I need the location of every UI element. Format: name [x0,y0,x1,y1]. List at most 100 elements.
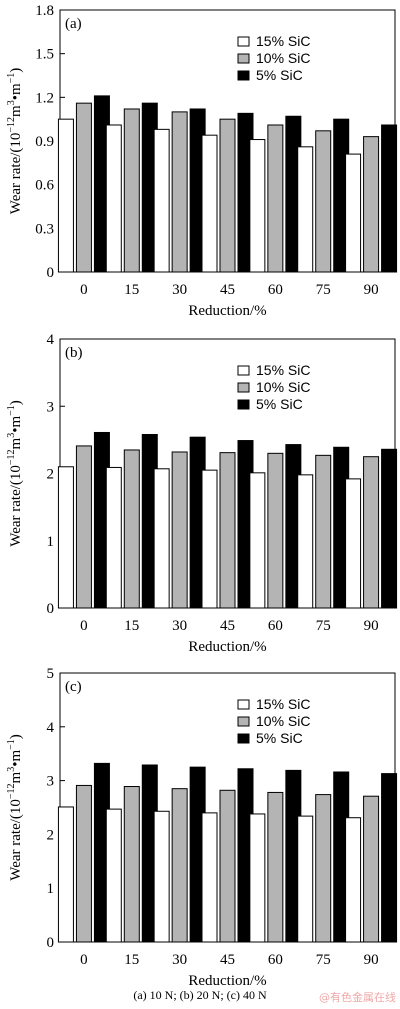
legend-swatch [237,399,250,410]
chart-panel-1: 0 0.3 0.6 0.9 1.2 1.5 1.8 0 15 30 45 60 75 90 (a) 15% S… [6,3,398,319]
y-tick-label: 0 [47,601,55,617]
bar [267,124,284,273]
legend-swatch [237,699,250,710]
x-tick-label: 15 [124,282,139,298]
legend-swatch [237,36,250,47]
bar [153,128,170,273]
x-tick-label: 0 [80,618,88,634]
x-tick-label: 30 [172,952,187,968]
bar [75,102,92,273]
x-tick-label: 0 [80,282,88,298]
x-tick-label: 60 [268,282,283,298]
x-tick-label: 75 [316,952,331,968]
x-tick-label: 15 [124,952,139,968]
bar [363,795,380,943]
y-axis-label: Wear rate/(10−12m3•m−1) [6,68,24,215]
bar [363,456,380,609]
bar [201,134,218,273]
legend-swatch [237,365,250,376]
legend-swatch [237,53,250,64]
legend-label: 15% SiC [256,362,310,378]
x-tick-label: 45 [220,952,235,968]
bar [315,130,332,273]
y-tick-label: 3 [47,774,55,790]
bar [201,812,218,943]
bar [267,452,284,609]
panel-label: (c) [65,679,82,695]
x-tick-label: 90 [364,618,379,634]
x-tick-label: 45 [220,282,235,298]
x-tick-label: 30 [172,618,187,634]
y-tick-label: 0 [47,935,55,951]
bar [153,810,170,943]
bar [249,472,266,609]
bar [153,468,170,609]
bar [75,445,92,609]
y-tick-label: 0.3 [35,221,54,237]
legend-label: 15% SiC [256,33,310,49]
x-tick-label: 90 [364,952,379,968]
bar [345,153,362,273]
legend-swatch [237,716,250,727]
y-tick-label: 0.6 [35,178,54,194]
x-tick-label: 75 [316,282,331,298]
bar [315,454,332,609]
legend-swatch [237,70,250,81]
x-tick-label: 75 [316,618,331,634]
bar [219,118,236,273]
x-tick-label: 45 [220,618,235,634]
legend-label: 5% SiC [256,730,303,746]
y-tick-label: 2 [47,827,55,843]
bar [219,789,236,943]
y-axis-label: Wear rate/(10−12m3•m−1) [6,400,24,547]
bar [57,118,74,273]
y-tick-label: 1 [47,881,55,897]
legend-label: 5% SiC [256,67,303,83]
y-tick-label: 0.9 [35,134,54,150]
y-tick-label: 1.2 [35,90,54,106]
bar [297,815,314,943]
x-tick-label: 60 [268,952,283,968]
bar [123,449,140,609]
x-tick-label: 90 [364,282,379,298]
bar [363,136,380,273]
bar [345,478,362,609]
bar [249,813,266,943]
bar [171,451,188,609]
x-axis-label: Reduction/% [188,303,266,319]
bar [57,806,74,943]
y-tick-label: 1 [47,534,55,550]
bar [75,784,92,943]
bar [171,788,188,943]
y-tick-label: 0 [47,265,55,281]
x-tick-label: 15 [124,618,139,634]
y-tick-label: 2 [47,467,55,483]
y-tick-label: 3 [47,399,55,415]
bar [297,474,314,609]
legend-swatch [237,382,250,393]
bar [381,448,398,609]
figure-caption: (a) 10 N; (b) 20 N; (c) 40 N [133,988,267,1002]
panel-label: (a) [65,16,82,32]
bar [297,146,314,273]
bar [105,124,122,273]
bar [219,452,236,609]
bar [381,773,398,943]
y-axis-label: Wear rate/(10−12m3•m−1) [6,734,24,881]
legend-label: 10% SiC [256,713,310,729]
bar [57,466,74,609]
bar [201,469,218,609]
y-tick-label: 1.8 [35,3,54,19]
bar [381,124,398,273]
bar [123,786,140,943]
legend-label: 5% SiC [256,396,303,412]
y-tick-label: 4 [47,332,55,348]
bar [171,111,188,273]
x-axis-label: Reduction/% [188,973,266,989]
bar [267,791,284,943]
bar [315,794,332,943]
legend-swatch [237,733,250,744]
y-tick-label: 1.5 [35,47,54,63]
